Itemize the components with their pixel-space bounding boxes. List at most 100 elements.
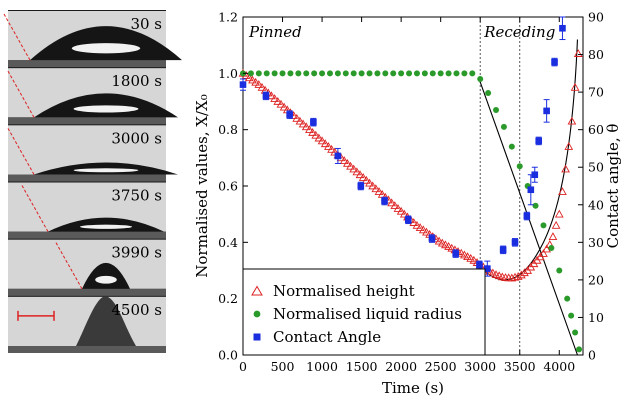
reference-lines (479, 17, 521, 355)
photo-substrate (8, 174, 166, 182)
droplet-highlight (73, 168, 139, 173)
height-point (539, 249, 548, 257)
height-point (573, 49, 583, 57)
x-tick-label: 3500 (504, 359, 536, 374)
height-point (554, 209, 564, 218)
y2-tick-label: 50 (588, 160, 604, 175)
height-fit-curve (483, 39, 579, 281)
tangent-line (3, 13, 31, 61)
height-point (393, 204, 403, 212)
angle-point (286, 111, 293, 118)
y-tick-label: 0.2 (218, 291, 238, 306)
x-tick-label: 500 (271, 359, 295, 374)
residue-deposit (76, 296, 136, 346)
radius-point (556, 267, 563, 274)
droplet-photo-strip: 30 s 1800 s 3000 s 3750 s 3990 s 4500 s (3, 10, 182, 353)
radius-point (271, 70, 278, 77)
height-point (368, 181, 378, 190)
radius-point (382, 70, 389, 77)
y2-tick-label: 80 (588, 47, 604, 62)
chart: 0 500 1000 1500 2000 2500 3000 3500 40000.00.20.… (193, 10, 622, 398)
height-point (320, 139, 330, 148)
legend: Normalised height Normalised liquid radiu… (242, 268, 486, 356)
photo-substrate (8, 117, 166, 125)
height-point (365, 178, 374, 187)
height-point (561, 164, 570, 173)
height-point (412, 220, 422, 229)
height-point (292, 113, 302, 122)
angle-point (262, 92, 270, 100)
y2-tick-label: 70 (588, 85, 604, 100)
radius-point (568, 312, 575, 319)
droplet-highlight (95, 275, 117, 284)
radius-point (342, 70, 349, 77)
angle-point (535, 137, 543, 145)
radius-point (358, 70, 365, 77)
legend-label: Contact Angle (273, 328, 381, 346)
droplet-highlight (73, 105, 139, 113)
radius-point (429, 70, 436, 77)
angle-point (381, 197, 388, 205)
photo-substrate (8, 346, 166, 353)
legend-marker-square (253, 333, 261, 341)
angle-point (559, 24, 566, 32)
y2-tick-label: 30 (588, 235, 604, 250)
height-point (466, 253, 476, 262)
angle-point (310, 118, 317, 126)
height-point (343, 158, 352, 167)
y-axis-label: Normalised values, X/X₀ (193, 94, 211, 277)
height-point (513, 272, 523, 280)
legend-marker-triangle (251, 285, 263, 296)
photo-frame: 4500 s (8, 296, 166, 353)
height-point (301, 122, 311, 131)
height-point (355, 170, 365, 179)
photo-substrate (8, 288, 166, 296)
height-point (327, 144, 336, 153)
radius-point (532, 202, 539, 209)
photo-substrate (8, 231, 166, 239)
radius-point (334, 70, 341, 77)
angle-point (428, 235, 436, 242)
angle-point (499, 246, 507, 254)
height-point (276, 99, 286, 108)
angle-point (357, 182, 365, 190)
angle-point (551, 58, 558, 66)
x-tick-label: 1500 (346, 359, 378, 374)
radius-point (279, 70, 286, 77)
height-point (542, 244, 551, 253)
radius-point (303, 70, 310, 77)
photo-frame: 30 s (3, 11, 182, 68)
radius-point (469, 70, 476, 77)
region-label-pinned: Pinned (248, 23, 302, 41)
radius-point (421, 70, 428, 77)
height-point (349, 164, 359, 173)
droplet-highlight (71, 43, 141, 54)
y2-tick-label: 0 (588, 348, 596, 363)
photo-time-label: 30 s (130, 15, 162, 33)
y2-tick-label: 60 (588, 122, 604, 137)
radius-point (576, 346, 583, 353)
legend-label: Normalised liquid radius (273, 305, 462, 323)
fit-lines (478, 39, 579, 356)
x-tick-label: 2500 (425, 359, 457, 374)
height-point (390, 201, 400, 210)
radius-point (548, 244, 555, 251)
height-point (434, 236, 444, 245)
height-point (270, 94, 279, 103)
radius-point (461, 70, 468, 77)
radius-point (564, 295, 571, 302)
y2-axis-label: Contact angle, θ (604, 124, 622, 249)
x-tick-label: 1000 (306, 359, 338, 374)
height-point (358, 173, 368, 181)
radius-point (516, 163, 523, 170)
angle-point (543, 107, 550, 115)
height-point (418, 225, 428, 234)
photo-frame: 3750 s (8, 182, 166, 239)
height-point (564, 142, 574, 150)
radius-point (406, 70, 413, 77)
radius-point (540, 222, 547, 229)
height-point (339, 156, 349, 164)
radius-point (247, 70, 254, 77)
x-axis-label: Time (s) (382, 379, 444, 397)
height-point (273, 96, 283, 105)
